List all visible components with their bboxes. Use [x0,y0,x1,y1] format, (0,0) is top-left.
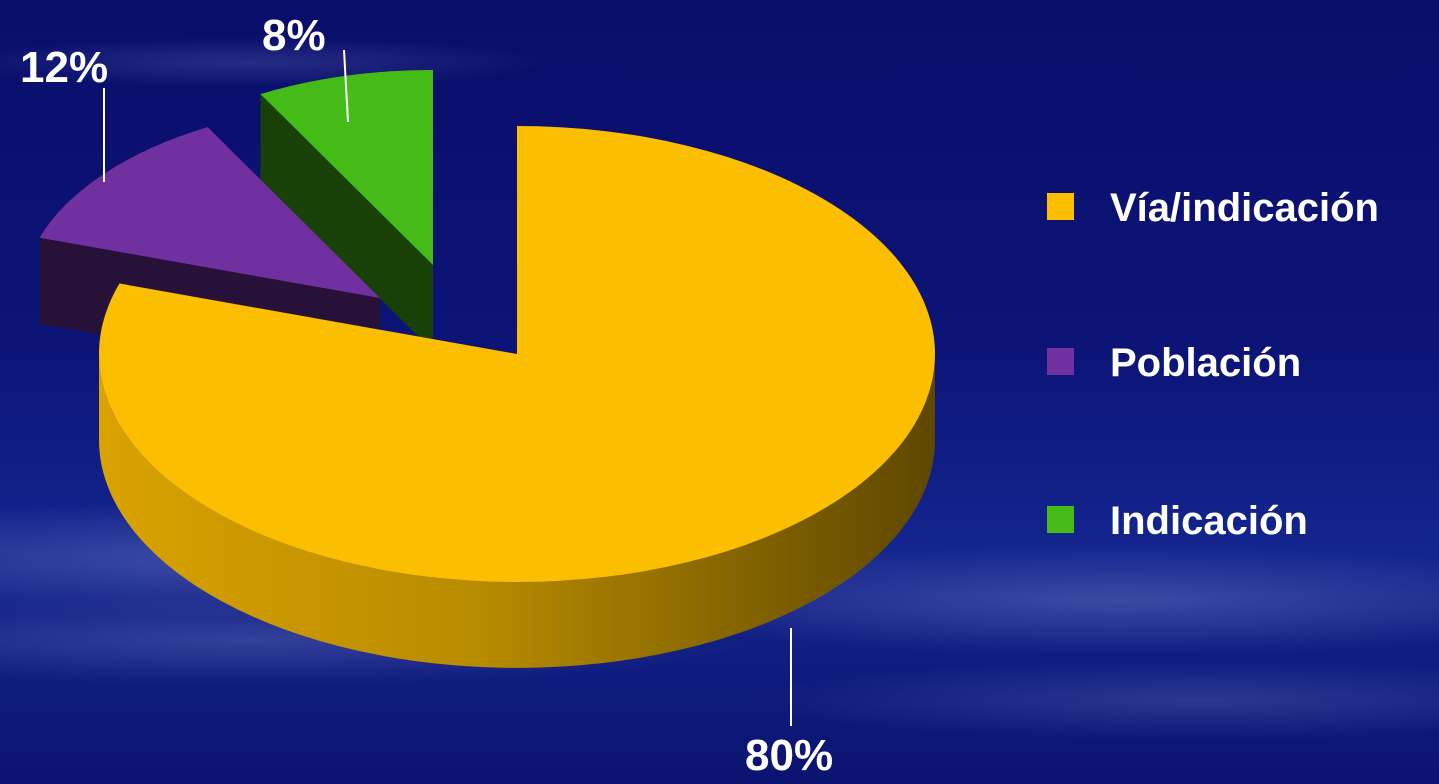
pie-slice-1 [98,126,936,668]
leader-line-3 [343,49,349,123]
legend-label-3: Indicación [1110,499,1308,543]
legend-swatch-1 [1047,193,1074,220]
legend-item-1: Vía/indicación [1047,186,1379,230]
legend-label-2: Población [1110,341,1301,385]
legend-swatch-3 [1047,506,1074,533]
legend: Vía/indicación Población Indicación [1047,186,1379,543]
pie-slice-3 [260,70,433,351]
data-label-2: 12% [20,43,108,92]
data-label-1: 80% [745,731,833,780]
legend-label-1: Vía/indicación [1110,186,1379,230]
data-label-3: 8% [262,11,326,60]
legend-item-2: Población [1047,341,1301,385]
legend-item-3: Indicación [1047,499,1308,543]
legend-swatch-2 [1047,348,1074,375]
